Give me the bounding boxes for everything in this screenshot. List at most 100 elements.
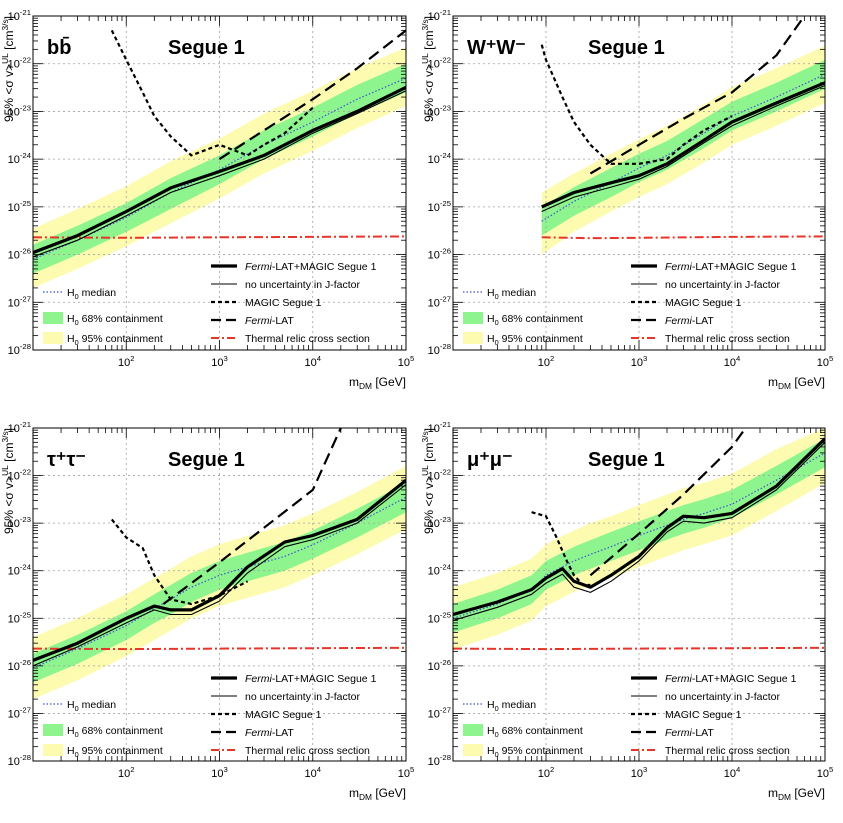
- plot-area: [453, 428, 825, 761]
- magic-segue1-line: [540, 44, 733, 165]
- x-tick-label: 104: [724, 765, 741, 780]
- x-axis-label: mDM [GeV]: [768, 786, 825, 802]
- y-tick-label: 10-21: [428, 420, 451, 435]
- x-axis-label: mDM [GeV]: [349, 375, 406, 391]
- y-tick-label: 10-23: [428, 103, 451, 118]
- channel-label: bb̄: [47, 37, 71, 59]
- legend-label-median: H0 median: [67, 287, 116, 301]
- combined-limit-line: [33, 85, 406, 255]
- y-tick-label: 10-24: [428, 151, 452, 166]
- y-axis-label: 95% <σ v>UL [cm3/s]: [420, 16, 436, 122]
- y-tick-label: 10-27: [428, 705, 451, 720]
- target-label: Segue 1: [588, 449, 665, 471]
- x-tick-label: 104: [304, 354, 321, 369]
- x-tick-label: 104: [304, 765, 321, 780]
- x-tick-label: 103: [211, 765, 228, 780]
- y-tick-label: 10-26: [8, 658, 31, 673]
- thermal-relic-line: [541, 235, 825, 240]
- legend-swatch-68: [43, 312, 63, 324]
- no-uncertainty-line: [453, 441, 825, 622]
- x-tick-label: 102: [538, 354, 555, 369]
- y-axis-label: 95% <σ v>UL [cm3/s]: [0, 16, 16, 122]
- channel-label: W⁺W⁻: [467, 37, 526, 59]
- y-tick-label: 10-28: [428, 342, 451, 357]
- thermal-relic-line: [33, 235, 406, 239]
- y-tick-label: 10-28: [8, 753, 31, 768]
- y-tick-label: 10-22: [8, 468, 31, 483]
- ticks: [32, 16, 406, 351]
- target-label: Segue 1: [588, 37, 665, 59]
- y-tick-label: 10-24: [8, 151, 32, 166]
- legend-label-c68: H0 68% containment: [67, 725, 163, 739]
- x-tick-label: 103: [631, 765, 648, 780]
- thermal-relic-line: [453, 646, 825, 651]
- y-tick-label: 10-27: [428, 294, 451, 309]
- y-tick-label: 10-24: [428, 563, 452, 578]
- legend-label-c95: H0 95% containment: [67, 745, 163, 759]
- no-uncertainty-line: [33, 90, 406, 258]
- y-axis-label: 95% <σ v>UL [cm3/s]: [0, 428, 16, 534]
- legend-swatch-68: [43, 724, 63, 736]
- legend-label-median: H0 median: [487, 287, 536, 301]
- legend-swatch-95: [463, 332, 483, 344]
- legend-swatch-95: [463, 744, 483, 756]
- combined-limit-line: [541, 81, 825, 209]
- y-tick-label: 10-21: [8, 8, 31, 23]
- ticks: [452, 16, 825, 351]
- y-tick-label: 10-25: [8, 610, 31, 625]
- combined-limit-line: [33, 478, 406, 662]
- y-tick-label: 10-28: [8, 342, 31, 357]
- legend-swatch-68: [463, 724, 483, 736]
- x-axis-label: mDM [GeV]: [768, 375, 825, 391]
- legend-label-median: H0 median: [487, 699, 536, 713]
- h0-median-line: [33, 77, 406, 260]
- y-tick-label: 10-27: [8, 294, 31, 309]
- x-tick-label: 105: [817, 765, 834, 780]
- y-tick-label: 10-22: [8, 56, 31, 71]
- target-label: Segue 1: [168, 449, 245, 471]
- y-tick-label: 10-26: [428, 658, 451, 673]
- y-tick-label: 10-25: [8, 199, 31, 214]
- legend-label-magic: MAGIC Segue 1: [245, 297, 322, 309]
- panel-4: 102 103 104 105 10-28 10-27 10-26 10-25 10-24 10-…: [420, 420, 833, 802]
- band-68-containment: [541, 59, 825, 236]
- legend: Fermi-LAT+MAGIC Segue 1 no uncertainty in…: [43, 261, 377, 347]
- legend-label-thermal: Thermal relic cross section: [245, 333, 370, 345]
- legend-label-fermi: Fermi-LAT: [665, 727, 714, 739]
- channel-label: μ⁺μ⁻: [467, 449, 513, 471]
- y-tick-label: 10-23: [8, 103, 31, 118]
- y-tick-label: 10-24: [8, 563, 32, 578]
- legend-label-fermi: Fermi-LAT: [245, 315, 294, 327]
- legend-label-c68: H0 68% containment: [487, 313, 583, 327]
- y-tick-label: 10-22: [428, 56, 451, 71]
- legend-label-median: H0 median: [67, 699, 116, 713]
- y-axis-label: 95% <σ v>UL [cm3/s]: [420, 428, 436, 534]
- fermi-lat-line: [218, 29, 406, 161]
- y-tick-label: 10-25: [428, 199, 451, 214]
- panel-1: 102 103 104 105 10-28 10-27 10-26 10-25 10-24 10-…: [0, 8, 414, 391]
- grid: [33, 16, 406, 350]
- fermi-lat-line: [162, 428, 342, 605]
- legend-label-thermal: Thermal relic cross section: [665, 333, 790, 345]
- y-tick-label: 10-26: [428, 247, 451, 262]
- x-tick-label: 103: [211, 354, 228, 369]
- fermi-lat-line: [589, 16, 806, 175]
- combined-limit-line: [453, 437, 825, 617]
- y-tick-label: 10-23: [428, 515, 451, 530]
- h0-median-line: [33, 496, 406, 669]
- y-tick-label: 10-21: [428, 8, 451, 23]
- legend-label-magic: MAGIC Segue 1: [245, 709, 322, 721]
- legend-label-magic: MAGIC Segue 1: [665, 297, 742, 309]
- y-tick-label: 10-25: [428, 610, 451, 625]
- legend-label-thermal: Thermal relic cross section: [665, 745, 790, 757]
- y-tick-label: 10-22: [428, 468, 451, 483]
- h0-median-line: [453, 452, 825, 619]
- x-axis-label: mDM [GeV]: [349, 786, 406, 802]
- legend-label-nounc: no uncertainty in J-factor: [245, 691, 360, 703]
- no-uncertainty-line: [541, 84, 825, 213]
- legend-label-nounc: no uncertainty in J-factor: [665, 691, 780, 703]
- legend-label-c95: H0 95% containment: [487, 333, 583, 347]
- y-tick-label: 10-28: [428, 753, 451, 768]
- legend: Fermi-LAT+MAGIC Segue 1 no uncertainty in…: [463, 261, 797, 347]
